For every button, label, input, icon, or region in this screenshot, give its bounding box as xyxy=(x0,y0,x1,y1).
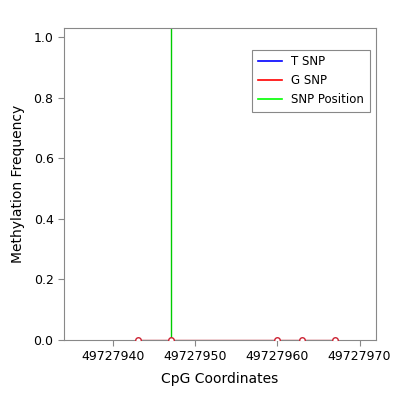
Y-axis label: Methylation Frequency: Methylation Frequency xyxy=(11,105,25,263)
Legend: T SNP, G SNP, SNP Position: T SNP, G SNP, SNP Position xyxy=(252,50,370,112)
X-axis label: CpG Coordinates: CpG Coordinates xyxy=(161,372,279,386)
